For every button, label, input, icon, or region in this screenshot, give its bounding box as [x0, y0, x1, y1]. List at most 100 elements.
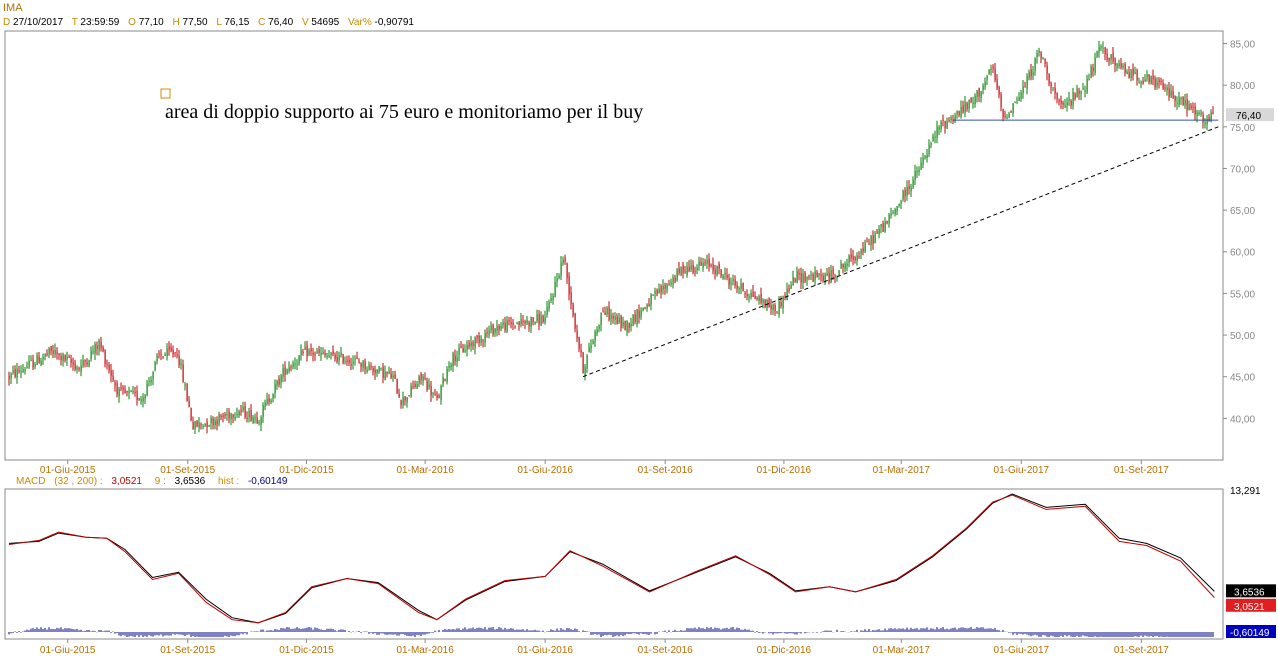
candle-body — [416, 384, 418, 389]
field-date-value: 27/10/2017 — [13, 17, 64, 28]
candle-body — [624, 320, 626, 331]
candle-body — [524, 320, 526, 324]
candle-body — [412, 386, 414, 388]
candle-body — [900, 201, 902, 204]
candle-body — [1138, 82, 1140, 84]
x-tick-label: 01-Giu-2016 — [517, 645, 573, 656]
candle-body — [1106, 53, 1108, 60]
candle-body — [50, 346, 52, 352]
price-y-axis: 40,00 45,00 50,00 55,00 60,00 65,00 70,00 75,00… — [1223, 39, 1255, 425]
candle-body — [436, 395, 438, 398]
field-volume-key: V — [301, 17, 309, 28]
candle-body — [428, 384, 430, 388]
annotation-text: area di doppio supporto ai 75 euro e mon… — [165, 101, 643, 123]
trend-line — [582, 126, 1219, 378]
candle-body — [942, 119, 944, 121]
candle-body — [152, 371, 154, 379]
candle-body — [758, 296, 760, 301]
candle-body — [418, 376, 420, 384]
candle-body — [672, 277, 674, 285]
price-y-tick-label: 40,00 — [1230, 414, 1255, 425]
candle-body — [1174, 96, 1176, 102]
candle-body — [896, 206, 898, 212]
candle-body — [854, 257, 856, 261]
candle-body — [1034, 58, 1036, 72]
candle-body — [192, 422, 194, 430]
x-tick-label: 01-Dic-2015 — [279, 465, 334, 476]
candle-body — [236, 414, 238, 416]
candle-body — [480, 338, 482, 343]
candle-body — [222, 415, 224, 417]
candle-body — [202, 426, 204, 428]
candle-body — [270, 400, 272, 402]
candle-body — [258, 422, 260, 424]
candle-body — [134, 392, 136, 394]
candle-body — [832, 269, 834, 275]
candle-body — [306, 345, 308, 357]
candle-body — [814, 271, 816, 280]
macd-x-axis: 01-Giu-2015 01-Set-2015 01-Dic-2015 01-Mar-… — [40, 639, 1169, 656]
candle-body — [68, 356, 70, 358]
macd-label: MACD — [16, 476, 46, 487]
candle-body — [1002, 108, 1004, 118]
candle-body — [108, 364, 110, 371]
candle-body — [724, 272, 726, 275]
candle-body — [1096, 51, 1098, 57]
price-y-tick-label: 80,00 — [1230, 81, 1255, 92]
candle-body — [856, 255, 858, 261]
candle-body — [718, 263, 720, 270]
candle-body — [302, 351, 304, 353]
candle-body — [894, 209, 896, 215]
candle-body — [700, 262, 702, 266]
candle-body — [442, 377, 444, 385]
candle-body — [18, 370, 20, 372]
price-y-tick-label: 60,00 — [1230, 248, 1255, 259]
candle-body — [596, 329, 598, 334]
candle-body — [476, 335, 478, 338]
candle-body — [820, 275, 822, 277]
candle-body — [76, 367, 78, 370]
candle-body — [54, 350, 56, 355]
candle-body — [686, 266, 688, 276]
candle-body — [448, 365, 450, 368]
candle-body — [794, 278, 796, 282]
candle-body — [406, 397, 408, 403]
field-date-key: D — [3, 17, 11, 28]
candle-body — [430, 386, 432, 396]
candle-body — [642, 307, 644, 311]
annotation-marker — [160, 88, 171, 99]
candle-body — [426, 380, 428, 390]
candle-body — [736, 284, 738, 289]
candle-body — [720, 269, 722, 277]
candle-body — [804, 272, 806, 282]
candle-body — [630, 323, 632, 327]
candle-body — [1208, 117, 1210, 121]
candle-body — [318, 348, 320, 353]
candle-body — [334, 354, 336, 359]
candle-body — [1064, 105, 1066, 107]
candle-body — [996, 78, 998, 89]
candle-body — [356, 357, 358, 360]
price-y-tick-label: 75,00 — [1230, 123, 1255, 134]
candle-body — [392, 375, 394, 378]
price-y-tick-label: 85,00 — [1230, 39, 1255, 50]
candle-body — [848, 255, 850, 263]
candle-body — [374, 369, 376, 374]
candle-body — [530, 316, 532, 327]
candle-body — [372, 367, 374, 372]
candle-body — [508, 320, 510, 322]
chart-header: IMA D 27/10/2017 T 23:59:59 O 77,10 H 77… — [0, 0, 1278, 32]
candle-body — [454, 355, 456, 362]
candle-body — [844, 263, 846, 270]
candle-body — [244, 405, 246, 418]
candle-body — [542, 315, 544, 323]
candle-body — [386, 371, 388, 374]
candle-body — [410, 385, 412, 397]
macd-header: MACD (32 , 200) : 3,0521 9 : 3,6536 hist… — [16, 476, 287, 487]
candle-body — [456, 357, 458, 362]
candle-body — [260, 417, 262, 425]
candle-body — [608, 307, 610, 320]
candle-body — [962, 104, 964, 113]
candle-body — [562, 259, 564, 264]
candle-body — [564, 257, 566, 262]
